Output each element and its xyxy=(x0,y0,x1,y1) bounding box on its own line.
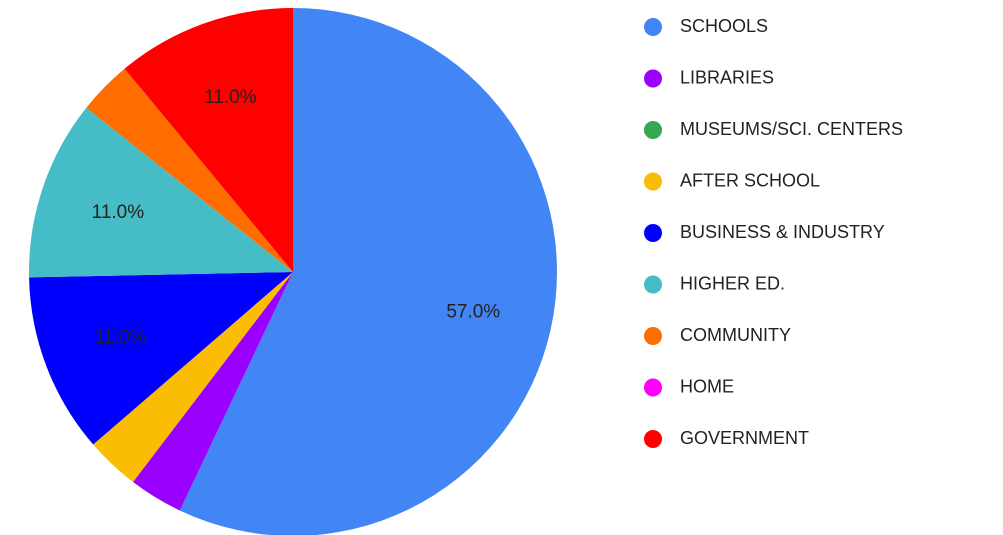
slice-label: 11.0% xyxy=(94,327,147,348)
pie-slice xyxy=(124,8,293,272)
pie-slice xyxy=(93,272,294,483)
legend-swatch xyxy=(644,430,662,448)
legend-swatch xyxy=(644,327,662,345)
legend-swatch xyxy=(644,275,662,294)
legend-label: AFTER SCHOOL xyxy=(680,170,820,190)
legend-label: GOVERNMENT xyxy=(680,428,809,448)
legend-swatch xyxy=(644,172,662,191)
legend-label: HIGHER ED. xyxy=(680,273,785,293)
slice-label: 11.0% xyxy=(92,202,145,223)
pie-slice xyxy=(29,272,294,445)
pie-slice xyxy=(124,68,293,272)
legend-label: HOME xyxy=(680,376,734,396)
legend-label: LIBRARIES xyxy=(680,67,774,87)
legend-swatch xyxy=(644,378,662,397)
legend-label: COMMUNITY xyxy=(680,325,791,345)
slice-label: 57.0% xyxy=(446,302,500,323)
legend-label: BUSINESS & INDUSTRY xyxy=(680,222,885,242)
legend-swatch xyxy=(644,224,662,242)
pie-slice xyxy=(179,8,557,535)
slice-label: 11.0% xyxy=(204,87,257,108)
legend-label: MUSEUMS/SCI. CENTERS xyxy=(680,119,903,139)
pie-slice xyxy=(86,68,294,272)
legend-label: SCHOOLS xyxy=(680,16,768,36)
pie-slice xyxy=(29,107,293,278)
legend-swatch xyxy=(644,18,662,36)
pie-slice xyxy=(133,272,293,511)
legend-swatch xyxy=(644,69,662,88)
legend-swatch xyxy=(644,121,662,139)
